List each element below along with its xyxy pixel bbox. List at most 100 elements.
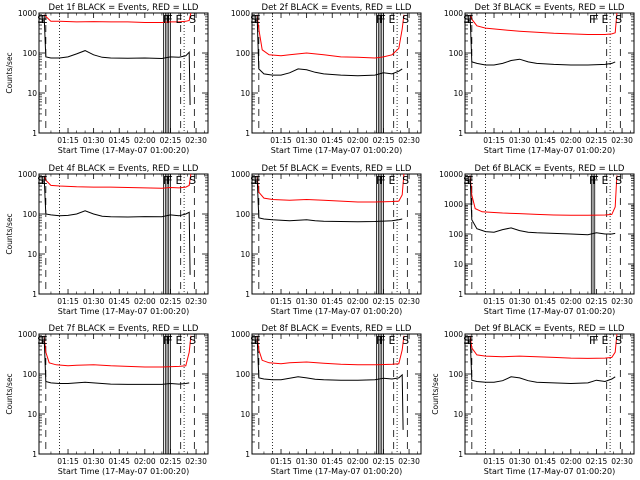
event-marker-label: F [376, 334, 382, 347]
event-marker-label: S [37, 334, 44, 347]
y-tick-label: 1 [458, 450, 463, 459]
panel-2: Det 2f BLACK = Events, RED = LLD 1 10 100 10… [231, 3, 422, 155]
y-tick-label: 100 [236, 49, 251, 58]
x-tick-label: 01:45 [534, 297, 556, 306]
series-events [43, 335, 190, 385]
x-tick-label: 02:00 [560, 136, 582, 145]
y-tick-label: 100 [23, 210, 38, 219]
x-tick-label: 02:00 [560, 297, 582, 306]
x-tick-label: 01:45 [321, 136, 343, 145]
x-tick-label: 01:30 [509, 457, 531, 466]
x-tick-label: 01:15 [57, 136, 79, 145]
event-marker-label: S [189, 13, 196, 26]
y-tick-label: 10 [240, 250, 250, 259]
x-tick-label: 02:15 [586, 297, 608, 306]
x-tick-label: 02:15 [373, 297, 395, 306]
x-axis-label: Start Time (17-May-07 01:00:20) [58, 146, 189, 155]
x-tick-label: 01:30 [83, 457, 105, 466]
y-axis-label: Counts/sec [5, 213, 14, 254]
plot-frame [464, 333, 635, 455]
event-marker-label: S [615, 334, 622, 347]
y-tick-label: 1000 [444, 330, 463, 339]
x-tick-label: 01:30 [509, 136, 531, 145]
x-tick-label: 02:00 [347, 457, 369, 466]
x-tick-label: 01:15 [483, 136, 505, 145]
event-marker-label: F [589, 13, 595, 26]
x-tick-label: 01:15 [270, 457, 292, 466]
y-tick-label: 1 [32, 290, 37, 299]
event-marker-label: S [250, 174, 257, 187]
event-marker-label: S [402, 13, 409, 26]
y-tick-label: 1000 [18, 330, 37, 339]
x-axis-label: Start Time (17-May-07 01:00:20) [58, 307, 189, 316]
y-tick-label: 100 [23, 370, 38, 379]
x-tick-label: 02:30 [611, 136, 633, 145]
y-tick-label: 1000 [444, 9, 463, 18]
panel-8: Det 8f BLACK = Events, RED = LLD 1 10 100 10… [231, 324, 422, 476]
x-axis-label: Start Time (17-May-07 01:00:20) [484, 307, 615, 316]
x-tick-label: 02:00 [347, 136, 369, 145]
series-lld [43, 335, 192, 368]
panel-title: Det 2f BLACK = Events, RED = LLD [262, 3, 412, 13]
series-events [469, 14, 616, 66]
event-marker-label: E [467, 13, 474, 26]
panel-6: Det 6f BLACK = Events, RED = LLD 1 10 100 10… [439, 164, 635, 316]
panel-title: Det 7f BLACK = Events, RED = LLD [49, 324, 199, 334]
event-marker-label: F [166, 13, 172, 26]
event-marker-label: F [592, 174, 598, 187]
event-marker-label: F [163, 174, 169, 187]
x-tick-label: 02:00 [134, 457, 156, 466]
x-tick-label: 02:15 [373, 136, 395, 145]
x-tick-label: 02:00 [347, 297, 369, 306]
event-marker-label: S [615, 174, 622, 187]
event-marker-label: E [41, 174, 48, 187]
x-axis-label: Start Time (17-May-07 01:00:20) [58, 467, 189, 476]
panel-9: Det 9f BLACK = Events, RED = LLD 1 10 100 10… [431, 324, 635, 476]
plot-frame [251, 12, 422, 134]
y-tick-label: 100 [236, 370, 251, 379]
y-tick-label: 100 [449, 49, 464, 58]
event-marker-label: E [41, 13, 48, 26]
x-tick-label: 02:30 [398, 457, 420, 466]
series-events [469, 175, 616, 236]
event-marker-label: E [602, 13, 609, 26]
y-tick-label: 100 [236, 210, 251, 219]
event-marker-label: E [467, 174, 474, 187]
x-axis-label: Start Time (17-May-07 01:00:20) [271, 467, 402, 476]
event-marker-label: S [463, 174, 470, 187]
x-tick-label: 01:15 [57, 457, 79, 466]
y-tick-label: 10 [240, 89, 250, 98]
y-tick-label: 1 [32, 129, 37, 138]
event-marker-label: F [376, 174, 382, 187]
x-tick-label: 01:15 [57, 297, 79, 306]
event-marker-label: F [592, 13, 598, 26]
y-tick-label: 1 [245, 450, 250, 459]
x-tick-label: 02:15 [373, 457, 395, 466]
x-axis-label: Start Time (17-May-07 01:00:20) [484, 146, 615, 155]
x-tick-label: 02:00 [560, 457, 582, 466]
y-tick-label: 1 [32, 450, 37, 459]
panel-1: Det 1f BLACK = Events, RED = LLD 1 10 100 10… [5, 3, 209, 155]
y-tick-label: 1 [458, 290, 463, 299]
plot-frame [464, 12, 635, 134]
event-marker-label: S [250, 334, 257, 347]
event-marker-label: S [250, 13, 257, 26]
x-axis-label: Start Time (17-May-07 01:00:20) [271, 307, 402, 316]
series-events [256, 175, 403, 223]
x-tick-label: 01:30 [296, 297, 318, 306]
y-tick-label: 1000 [444, 200, 463, 209]
series-events [43, 175, 191, 275]
panel-3: Det 3f BLACK = Events, RED = LLD 1 10 100 10… [444, 3, 635, 155]
y-tick-label: 10 [453, 260, 463, 269]
series-lld [43, 173, 192, 189]
event-marker-label: E [41, 334, 48, 347]
x-tick-label: 01:15 [270, 297, 292, 306]
y-tick-label: 1 [245, 129, 250, 138]
series-events [43, 14, 191, 106]
x-tick-label: 02:30 [611, 457, 633, 466]
y-tick-label: 10 [27, 89, 37, 98]
panel-title: Det 4f BLACK = Events, RED = LLD [49, 164, 199, 174]
y-tick-label: 100 [449, 370, 464, 379]
y-tick-label: 10 [453, 89, 463, 98]
